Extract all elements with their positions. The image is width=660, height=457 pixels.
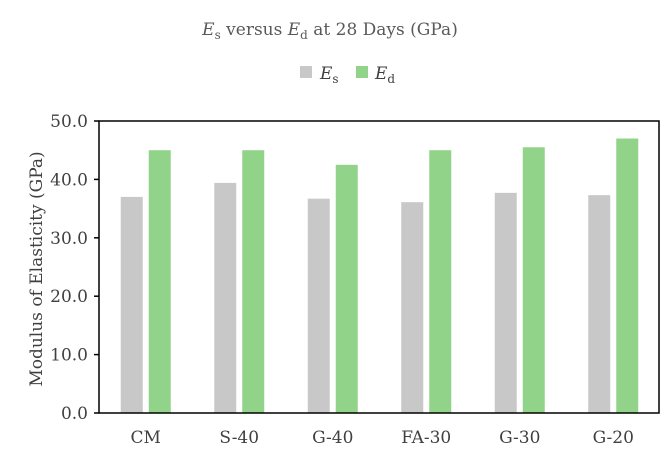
x-tick-label: FA-30 [401,428,451,448]
y-tick-label: 0.0 [61,404,88,424]
y-tick-label: 40.0 [50,170,88,190]
y-tick-label: 20.0 [50,287,88,307]
bar-es-g-40 [307,198,330,413]
bar-ed-g-40 [335,164,358,413]
chart-title-mid: versus [221,20,288,40]
legend-swatch-es [300,66,312,78]
x-tick-label: G-40 [312,428,353,448]
bar-ed-g-20 [616,138,639,413]
bar-es-cm [120,196,143,413]
y-tick-label: 30.0 [50,229,88,249]
y-tick-label: 10.0 [50,346,88,366]
bar-es-g-20 [588,195,611,413]
bar-es-g-30 [494,192,517,413]
y-axis-title: Modulus of Elasticity (GPa) [27,151,47,386]
chart-title-tail: at 28 Days (GPa) [308,20,458,40]
chart-title: Es versus Ed at 28 Days (GPa) [201,20,458,42]
chart-title-e-d: E [287,20,301,40]
plot-area: CM S-40 G-40 FA-30 G-30 G-20 0.0 10.0 20.0 30.0 40… [50,112,660,448]
bar-ed-cm [148,150,171,413]
legend: Es Ed [300,64,395,86]
bar-ed-g-30 [522,147,545,413]
chart-title-sub-s: s [215,28,221,42]
chart-title-sub-d: d [300,28,308,42]
bar-ed-s-40 [242,150,265,413]
bar-es-s-40 [214,182,237,413]
bar-ed-fa-30 [429,150,452,413]
x-tick-label: G-20 [593,428,634,448]
x-tick-label: CM [131,428,161,448]
legend-label-es: Es [319,64,339,86]
x-tick-label: G-30 [499,428,540,448]
bar-es-fa-30 [401,202,424,413]
legend-label-ed: Ed [374,64,395,86]
legend-swatch-ed [356,66,368,78]
y-tick-label: 50.0 [50,112,88,132]
plot-frame [98,120,660,414]
x-tick-label: S-40 [219,428,259,448]
chart-title-e-s: E [201,20,215,40]
